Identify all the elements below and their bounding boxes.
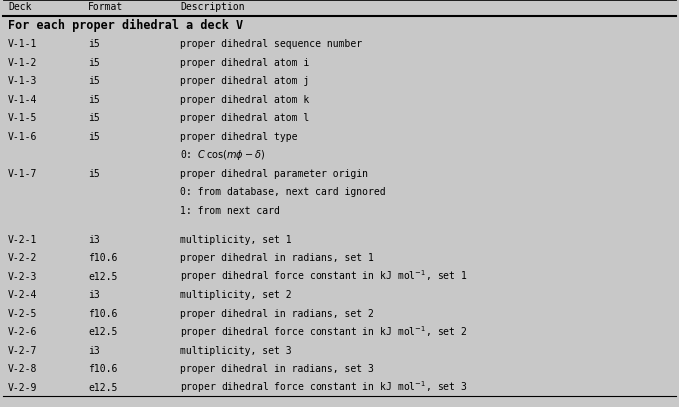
Text: i3: i3: [88, 290, 100, 300]
Text: V-1-7: V-1-7: [8, 169, 37, 179]
Text: V-2-8: V-2-8: [8, 364, 37, 374]
Text: V-2-6: V-2-6: [8, 327, 37, 337]
Text: i5: i5: [88, 114, 100, 123]
Text: i5: i5: [88, 58, 100, 68]
Text: 0: $C\,\cos(m\phi - \delta)$: 0: $C\,\cos(m\phi - \delta)$: [180, 149, 265, 162]
Text: proper dihedral in radians, set 3: proper dihedral in radians, set 3: [180, 364, 374, 374]
Text: proper dihedral force constant in kJ mol$^{-1}$, set 3: proper dihedral force constant in kJ mol…: [180, 380, 468, 396]
Text: multiplicity, set 1: multiplicity, set 1: [180, 234, 291, 245]
Text: proper dihedral atom k: proper dihedral atom k: [180, 95, 309, 105]
Text: proper dihedral sequence number: proper dihedral sequence number: [180, 39, 362, 49]
Text: 0: from database, next card ignored: 0: from database, next card ignored: [180, 187, 386, 197]
Text: V-1-5: V-1-5: [8, 114, 37, 123]
Text: e12.5: e12.5: [88, 327, 117, 337]
Text: proper dihedral force constant in kJ mol$^{-1}$, set 1: proper dihedral force constant in kJ mol…: [180, 269, 468, 284]
Text: f10.6: f10.6: [88, 364, 117, 374]
Text: V-1-3: V-1-3: [8, 77, 37, 86]
Text: proper dihedral atom j: proper dihedral atom j: [180, 77, 309, 86]
Text: proper dihedral parameter origin: proper dihedral parameter origin: [180, 169, 368, 179]
Text: proper dihedral atom l: proper dihedral atom l: [180, 114, 309, 123]
Text: Description: Description: [180, 2, 244, 12]
Text: V-1-1: V-1-1: [8, 39, 37, 49]
Text: proper dihedral in radians, set 1: proper dihedral in radians, set 1: [180, 253, 374, 263]
Text: 1: from next card: 1: from next card: [180, 206, 280, 216]
Text: V-2-3: V-2-3: [8, 271, 37, 282]
Text: V-2-2: V-2-2: [8, 253, 37, 263]
Text: proper dihedral type: proper dihedral type: [180, 132, 297, 142]
Text: V-1-4: V-1-4: [8, 95, 37, 105]
Text: V-1-6: V-1-6: [8, 132, 37, 142]
Text: i5: i5: [88, 39, 100, 49]
Text: Deck: Deck: [8, 2, 32, 12]
Text: f10.6: f10.6: [88, 253, 117, 263]
Text: e12.5: e12.5: [88, 271, 117, 282]
Text: i5: i5: [88, 132, 100, 142]
Text: V-2-4: V-2-4: [8, 290, 37, 300]
Text: proper dihedral in radians, set 2: proper dihedral in radians, set 2: [180, 309, 374, 319]
Text: V-1-2: V-1-2: [8, 58, 37, 68]
Text: e12.5: e12.5: [88, 383, 117, 393]
Text: V-2-7: V-2-7: [8, 346, 37, 356]
Text: multiplicity, set 3: multiplicity, set 3: [180, 346, 291, 356]
Text: For each proper dihedral a deck V: For each proper dihedral a deck V: [8, 20, 243, 33]
Text: proper dihedral force constant in kJ mol$^{-1}$, set 2: proper dihedral force constant in kJ mol…: [180, 324, 467, 340]
Text: V-2-1: V-2-1: [8, 234, 37, 245]
Text: V-2-5: V-2-5: [8, 309, 37, 319]
Text: f10.6: f10.6: [88, 309, 117, 319]
Text: Format: Format: [88, 2, 124, 12]
Text: i5: i5: [88, 169, 100, 179]
Text: V-2-9: V-2-9: [8, 383, 37, 393]
Text: i5: i5: [88, 95, 100, 105]
Text: i3: i3: [88, 346, 100, 356]
Text: i3: i3: [88, 234, 100, 245]
Text: proper dihedral atom i: proper dihedral atom i: [180, 58, 309, 68]
Text: i5: i5: [88, 77, 100, 86]
Text: multiplicity, set 2: multiplicity, set 2: [180, 290, 291, 300]
